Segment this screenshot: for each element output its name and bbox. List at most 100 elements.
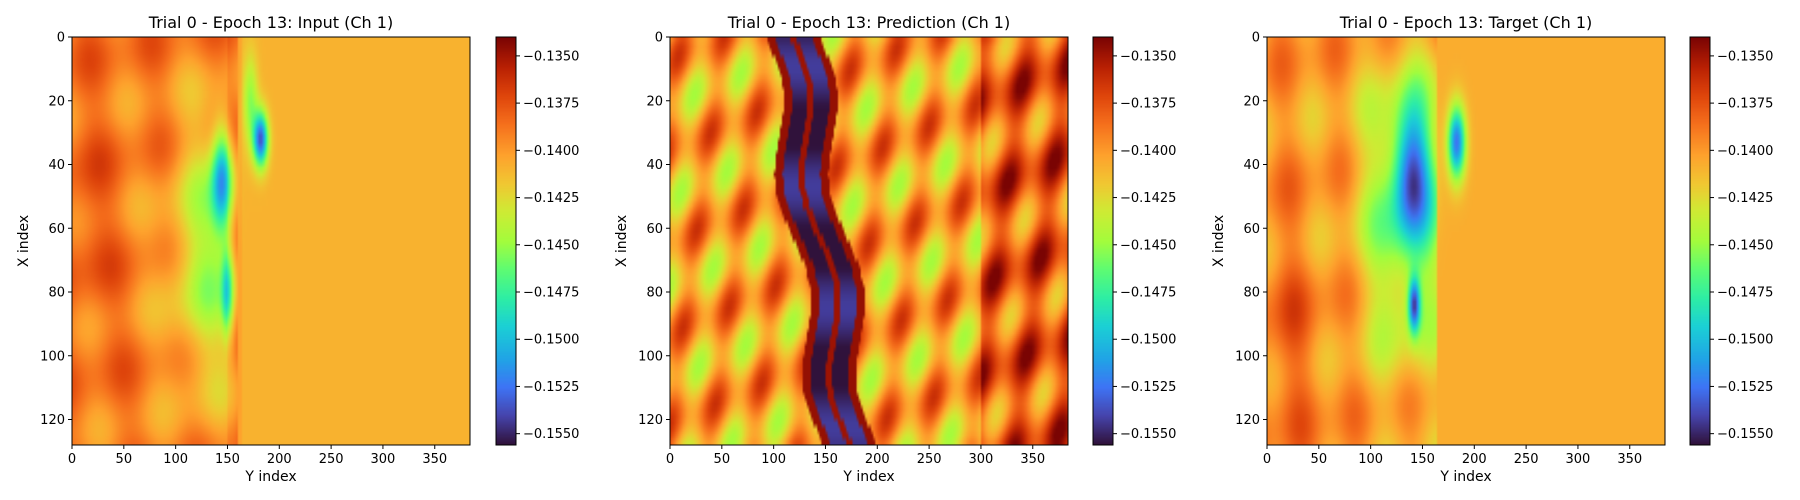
y-tick-label: 60 bbox=[48, 222, 65, 237]
x-tick-label: 300 bbox=[371, 452, 396, 467]
colorbar-gradient bbox=[496, 37, 516, 445]
colorbar-tick-label: −0.1350 bbox=[1717, 49, 1773, 64]
colorbar-tick-label: −0.1550 bbox=[1120, 427, 1176, 442]
x-tick-label: 350 bbox=[1617, 452, 1642, 467]
x-tick-label: 100 bbox=[163, 452, 188, 467]
colorbar-tick-label: −0.1550 bbox=[1717, 427, 1773, 442]
y-tick-label: 40 bbox=[646, 158, 663, 173]
colorbar-frame bbox=[1092, 36, 1114, 446]
colorbar-tick-label: −0.1375 bbox=[1717, 97, 1773, 112]
x-tick-label: 50 bbox=[1311, 452, 1328, 467]
colorbar-tick-label: −0.1425 bbox=[523, 191, 579, 206]
heatmap-panel-1: Trial 0 - Epoch 13: Input (Ch 1) 0 50 100 15… bbox=[16, 13, 579, 485]
chart-title: Trial 0 - Epoch 13: Input (Ch 1) bbox=[148, 13, 393, 32]
colorbar-frame bbox=[1689, 36, 1711, 446]
colorbar-tick-label: −0.1475 bbox=[523, 286, 579, 301]
colorbar-tick-label: −0.1400 bbox=[1120, 144, 1176, 159]
chart-title: Trial 0 - Epoch 13: Prediction (Ch 1) bbox=[727, 13, 1010, 32]
y-tick-label: 40 bbox=[48, 158, 65, 173]
x-tick-label: 0 bbox=[68, 452, 76, 467]
x-tick-label: 150 bbox=[813, 452, 838, 467]
colorbar-tick-label: −0.1500 bbox=[1120, 333, 1176, 348]
axes-frame bbox=[669, 36, 1069, 446]
x-tick-label: 200 bbox=[1462, 452, 1487, 467]
colorbar-tick-label: −0.1475 bbox=[1120, 286, 1176, 301]
x-tick-label: 300 bbox=[1566, 452, 1591, 467]
y-tick-label: 60 bbox=[1243, 222, 1260, 237]
chart-title: Trial 0 - Epoch 13: Target (Ch 1) bbox=[1339, 13, 1592, 32]
heatmap-image bbox=[1267, 37, 1665, 445]
y-tick-label: 40 bbox=[1243, 158, 1260, 173]
x-axis-label: Y index bbox=[842, 469, 894, 485]
y-tick-label: 120 bbox=[638, 413, 663, 428]
colorbar-tick-label: −0.1450 bbox=[1120, 238, 1176, 253]
colorbar-frame bbox=[495, 36, 517, 446]
x-tick-label: 0 bbox=[1263, 452, 1271, 467]
colorbar: −0.1350 −0.1375 −0.1400 −0.1425 −0.1450 −0.14… bbox=[495, 36, 579, 446]
y-axis-label: X index bbox=[16, 215, 32, 267]
x-axis-label: Y index bbox=[244, 469, 296, 485]
y-tick-label: 0 bbox=[655, 31, 663, 46]
x-axis-label: Y index bbox=[1439, 469, 1491, 485]
y-axis-label: X index bbox=[1211, 215, 1227, 267]
heatmap-panel-3: Trial 0 - Epoch 13: Target (Ch 1) 0 50 100 1… bbox=[1211, 13, 1773, 485]
x-tick-label: 50 bbox=[714, 452, 731, 467]
heatmap-image bbox=[72, 37, 470, 445]
heatmap-image bbox=[670, 37, 1068, 445]
colorbar-tick-label: −0.1425 bbox=[1717, 191, 1773, 206]
y-tick-label: 80 bbox=[48, 286, 65, 301]
x-tick-label: 50 bbox=[116, 452, 133, 467]
y-tick-label: 80 bbox=[1243, 286, 1260, 301]
x-tick-label: 250 bbox=[319, 452, 344, 467]
colorbar: −0.1350 −0.1375 −0.1400 −0.1425 −0.1450 −0.14… bbox=[1689, 36, 1773, 446]
colorbar-tick-label: −0.1350 bbox=[1120, 49, 1176, 64]
colorbar-tick-label: −0.1425 bbox=[1120, 191, 1176, 206]
colorbar-gradient bbox=[1690, 37, 1710, 445]
colorbar-tick-label: −0.1525 bbox=[523, 380, 579, 395]
colorbar-tick-label: −0.1500 bbox=[523, 333, 579, 348]
y-tick-label: 100 bbox=[1235, 349, 1260, 364]
x-tick-label: 250 bbox=[1514, 452, 1539, 467]
y-tick-label: 100 bbox=[638, 349, 663, 364]
colorbar-tick-label: −0.1400 bbox=[523, 144, 579, 159]
axes-frame bbox=[71, 36, 471, 446]
colorbar-tick-label: −0.1550 bbox=[523, 427, 579, 442]
colorbar-tick-label: −0.1475 bbox=[1717, 286, 1773, 301]
y-tick-label: 0 bbox=[57, 31, 65, 46]
colorbar-tick-label: −0.1525 bbox=[1717, 380, 1773, 395]
y-tick-label: 0 bbox=[1252, 31, 1260, 46]
colorbar-tick-label: −0.1525 bbox=[1120, 380, 1176, 395]
y-tick-label: 20 bbox=[48, 94, 65, 109]
colorbar-tick-label: −0.1400 bbox=[1717, 144, 1773, 159]
colorbar-tick-label: −0.1350 bbox=[523, 49, 579, 64]
y-tick-label: 20 bbox=[1243, 94, 1260, 109]
colorbar-tick-label: −0.1375 bbox=[523, 97, 579, 112]
colorbar: −0.1350 −0.1375 −0.1400 −0.1425 −0.1450 −0.14… bbox=[1092, 36, 1176, 446]
heatmap-panel-2: Trial 0 - Epoch 13: Prediction (Ch 1) 0 50… bbox=[614, 13, 1176, 485]
y-axis-label: X index bbox=[614, 215, 630, 267]
x-tick-label: 350 bbox=[1020, 452, 1045, 467]
y-tick-label: 100 bbox=[40, 349, 65, 364]
x-tick-label: 0 bbox=[666, 452, 674, 467]
y-tick-label: 60 bbox=[646, 222, 663, 237]
x-tick-label: 200 bbox=[865, 452, 890, 467]
y-tick-label: 120 bbox=[1235, 413, 1260, 428]
x-tick-label: 150 bbox=[215, 452, 240, 467]
colorbar-tick-label: −0.1450 bbox=[523, 238, 579, 253]
y-tick-label: 20 bbox=[646, 94, 663, 109]
colorbar-tick-label: −0.1500 bbox=[1717, 333, 1773, 348]
axes-frame bbox=[1266, 36, 1666, 446]
x-tick-label: 200 bbox=[267, 452, 292, 467]
colorbar-gradient bbox=[1093, 37, 1113, 445]
x-tick-label: 100 bbox=[1358, 452, 1383, 467]
x-tick-label: 150 bbox=[1410, 452, 1435, 467]
x-tick-label: 100 bbox=[761, 452, 786, 467]
y-tick-label: 120 bbox=[40, 413, 65, 428]
y-tick-label: 80 bbox=[646, 286, 663, 301]
colorbar-tick-label: −0.1450 bbox=[1717, 238, 1773, 253]
x-tick-label: 300 bbox=[969, 452, 994, 467]
x-tick-label: 350 bbox=[422, 452, 447, 467]
x-tick-label: 250 bbox=[917, 452, 942, 467]
colorbar-tick-label: −0.1375 bbox=[1120, 97, 1176, 112]
